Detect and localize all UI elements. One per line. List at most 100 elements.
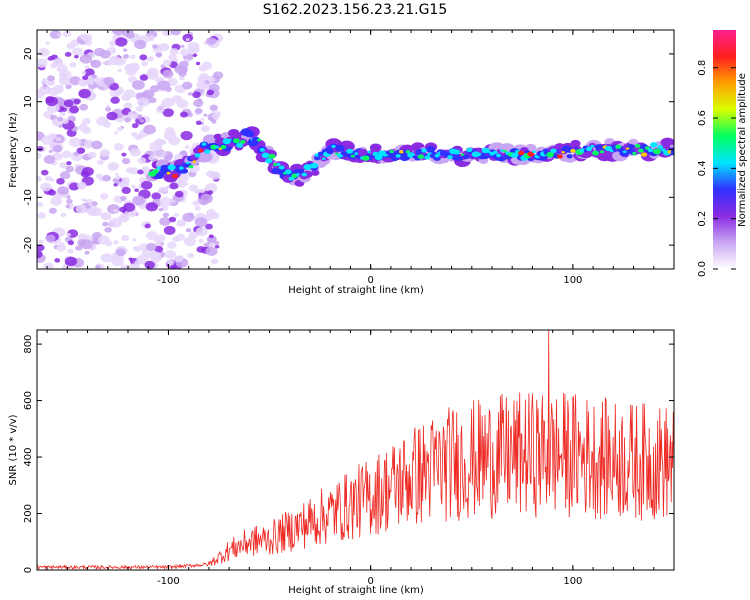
ridge-blob: [434, 154, 440, 158]
noise-blob: [135, 106, 144, 112]
noise-blob: [67, 240, 75, 246]
noise-blob: [52, 58, 64, 67]
noise-blob: [69, 76, 81, 86]
noise-blob: [111, 165, 117, 169]
noise-blob: [142, 89, 155, 99]
snr-xtick-label: 0: [367, 576, 373, 587]
noise-blob: [117, 68, 123, 73]
noise-blob: [120, 195, 127, 201]
noise-blob: [208, 242, 216, 248]
noise-blob: [90, 59, 102, 69]
ridge-blob: [652, 148, 662, 155]
noise-blob: [96, 159, 104, 166]
ridge-blob: [278, 165, 285, 170]
ridge-blob: [232, 138, 240, 144]
noise-blob: [187, 92, 193, 96]
noise-blob: [192, 91, 201, 99]
noise-blob: [204, 183, 218, 193]
noise-blob: [144, 260, 156, 269]
ridge-blob: [647, 148, 654, 153]
ridge-blob: [171, 173, 179, 179]
noise-blob: [170, 30, 181, 36]
ridge-blob: [210, 144, 218, 150]
ridge-blob: [318, 153, 323, 157]
noise-blob: [185, 228, 192, 233]
noise-blob: [78, 88, 91, 99]
ridge-blob: [399, 150, 404, 154]
noise-blob: [44, 175, 52, 182]
noise-blob: [152, 148, 166, 159]
noise-blob: [113, 240, 119, 245]
noise-blob: [48, 133, 58, 140]
noise-blob: [195, 61, 201, 66]
snr-ticks: -100 0 100 0 200 400 600 800: [23, 330, 675, 587]
ridge-blob: [632, 151, 637, 155]
noise-blob: [65, 232, 71, 237]
noise-blob: [108, 55, 122, 66]
noise-blob: [185, 38, 190, 42]
noise-blob: [99, 49, 111, 59]
noise-blob: [125, 167, 135, 174]
noise-blob: [65, 204, 71, 208]
noise-blob: [163, 225, 176, 235]
ridge-blob: [546, 151, 554, 158]
noise-blob: [157, 80, 171, 91]
noise-blob: [144, 223, 151, 229]
noise-blob: [45, 41, 50, 45]
noise-blob: [148, 37, 154, 42]
noise-blob: [173, 213, 179, 218]
noise-blob: [148, 97, 157, 104]
noise-blob: [145, 202, 158, 212]
snr-panel: -100 0 100 0 200 400 600 800 Height of straight…: [8, 329, 675, 596]
noise-blob: [134, 260, 142, 266]
ridge-blob: [214, 137, 226, 146]
noise-blob: [69, 105, 80, 114]
noise-blob: [84, 250, 90, 255]
ridge-blob: [644, 146, 650, 150]
ridge-blob: [503, 149, 507, 153]
noise-blob: [121, 157, 131, 165]
ridge-blob: [350, 154, 355, 158]
noise-blob: [136, 133, 145, 140]
noise-blob: [108, 217, 122, 228]
ridge-blob: [374, 154, 383, 161]
noise-blob: [107, 204, 121, 215]
noise-blob: [80, 123, 86, 127]
ridge-blob: [590, 144, 595, 148]
noise-blob: [137, 157, 147, 164]
ridge-blob: [268, 153, 276, 159]
noise-blob: [194, 205, 202, 211]
noise-blob: [125, 31, 135, 39]
colorbar-scale: [713, 30, 736, 269]
ridge-blob: [392, 157, 398, 162]
noise-blob: [47, 189, 56, 196]
ridge-blob: [192, 160, 197, 163]
noise-blob: [73, 98, 81, 105]
noise-blob: [141, 167, 146, 171]
noise-blob: [169, 182, 179, 190]
ridge-blob: [594, 144, 603, 150]
noise-blob: [105, 107, 112, 112]
noise-blob: [115, 175, 121, 180]
noise-blob: [37, 152, 42, 159]
ridge-blob: [476, 152, 482, 157]
noise-blob: [49, 30, 62, 39]
ridge-blob: [301, 172, 308, 177]
ridge-blob: [574, 146, 578, 150]
ridge-blob: [609, 149, 614, 153]
ridge-blob: [166, 171, 171, 175]
ridge-blob: [194, 153, 201, 158]
noise-blob: [45, 234, 56, 243]
ridge-blob: [550, 148, 557, 154]
noise-blob: [205, 246, 218, 256]
noise-blob: [198, 64, 208, 72]
noise-blob: [48, 149, 53, 153]
noise-blob: [159, 217, 171, 226]
ridge-blob: [615, 144, 622, 149]
noise-blob: [102, 174, 111, 182]
ridge-blob: [152, 169, 159, 174]
noise-blob: [196, 80, 208, 90]
snr-xlabel: Height of straight line (km): [288, 585, 424, 596]
noise-blob: [208, 234, 214, 239]
noise-blob: [86, 207, 99, 217]
